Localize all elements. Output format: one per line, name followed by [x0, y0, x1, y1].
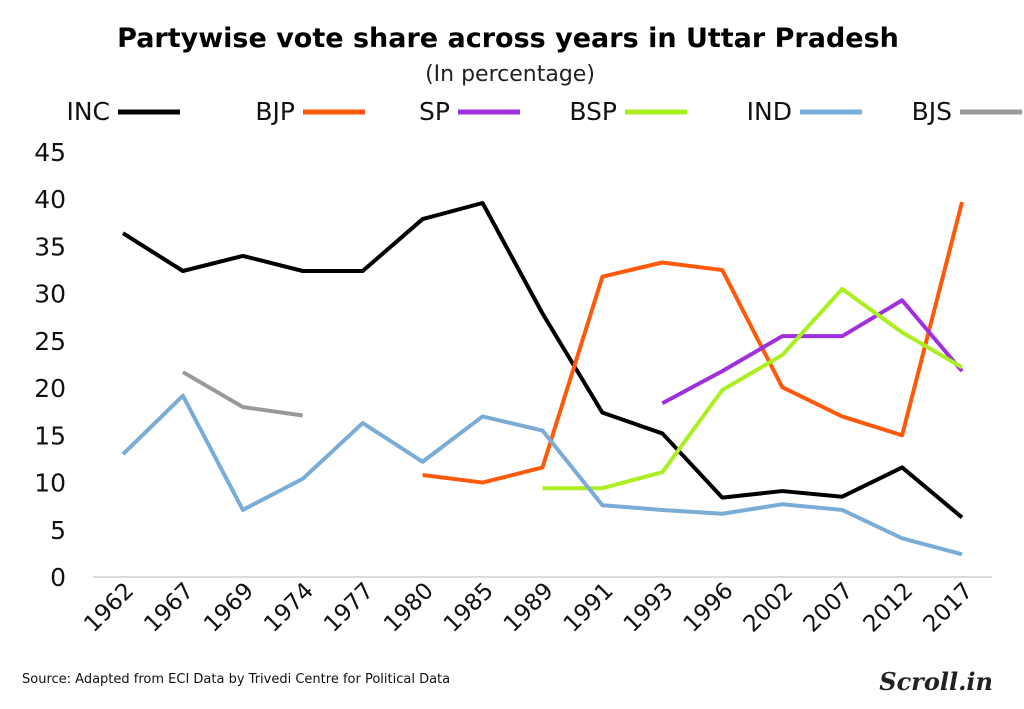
x-tick-label: 1980: [379, 578, 439, 638]
series-line-sp: [661, 298, 964, 405]
legend-item-bjp: BJP: [255, 97, 365, 126]
legend-item-bsp: BSP: [569, 97, 687, 126]
chart-subtitle: (In percentage): [425, 62, 595, 87]
y-tick-label: 25: [34, 327, 66, 356]
legend: INC BJP SP BSP IND BJS: [66, 97, 1022, 126]
x-tick-label: 2017: [918, 578, 978, 638]
source-note: Source: Adapted from ECI Data by Trivedi…: [22, 672, 450, 687]
x-tick-label: 1996: [679, 578, 739, 638]
y-tick-label: 45: [34, 138, 66, 167]
series-line-bsp: [542, 286, 964, 491]
y-tick-label: 30: [34, 280, 66, 309]
series-line-inc: [121, 201, 964, 520]
y-tick-label: 40: [34, 185, 66, 214]
x-tick-label: 1977: [319, 578, 379, 638]
series-line-bjp: [422, 201, 964, 485]
series-lines: [121, 201, 964, 557]
chart-title: Partywise vote share across years in Utt…: [117, 23, 899, 54]
x-tick-label: 2012: [859, 578, 919, 638]
legend-label: BJP: [255, 97, 295, 126]
series-line-ind: [121, 393, 963, 557]
x-axis: 1962 1967 1969 1974 1977 1980 1985 1989 1991 1993…: [79, 578, 978, 638]
y-tick-label: 15: [34, 421, 66, 450]
y-tick-label: 10: [34, 469, 66, 498]
legend-item-ind: IND: [747, 97, 862, 126]
y-tick-label: 20: [34, 374, 66, 403]
x-tick-label: 1969: [199, 578, 259, 638]
x-tick-label: 1967: [139, 578, 199, 638]
legend-label: SP: [419, 97, 450, 126]
x-tick-label: 1989: [499, 578, 559, 638]
series-bjp: [422, 201, 964, 485]
legend-label: IND: [747, 97, 792, 126]
y-tick-label: 5: [50, 516, 66, 545]
series-line-bjs: [181, 370, 304, 418]
y-tick-label: 35: [34, 232, 66, 261]
x-tick-label: 1962: [79, 578, 139, 638]
x-tick-label: 1985: [439, 578, 499, 638]
legend-item-sp: SP: [419, 97, 520, 126]
x-tick-label: 1991: [559, 578, 619, 638]
x-tick-label: 2007: [799, 578, 859, 638]
legend-item-inc: INC: [66, 97, 180, 126]
legend-label: BSP: [569, 97, 617, 126]
x-tick-label: 1993: [619, 578, 679, 638]
legend-label: BJS: [912, 97, 952, 126]
series-ind: [121, 393, 963, 557]
legend-label: INC: [66, 97, 110, 126]
series-bjs: [181, 370, 304, 418]
y-axis: 0 5 10 15 20 25 30 35 40 45: [34, 138, 66, 592]
series-sp: [661, 298, 964, 405]
legend-item-bjs: BJS: [912, 97, 1022, 126]
x-tick-label: 2002: [739, 578, 799, 638]
series-inc: [121, 201, 964, 520]
series-bsp: [542, 286, 964, 491]
scroll-logo: Scroll.in: [879, 667, 993, 696]
y-tick-label: 0: [50, 563, 66, 592]
x-tick-label: 1974: [259, 578, 319, 638]
